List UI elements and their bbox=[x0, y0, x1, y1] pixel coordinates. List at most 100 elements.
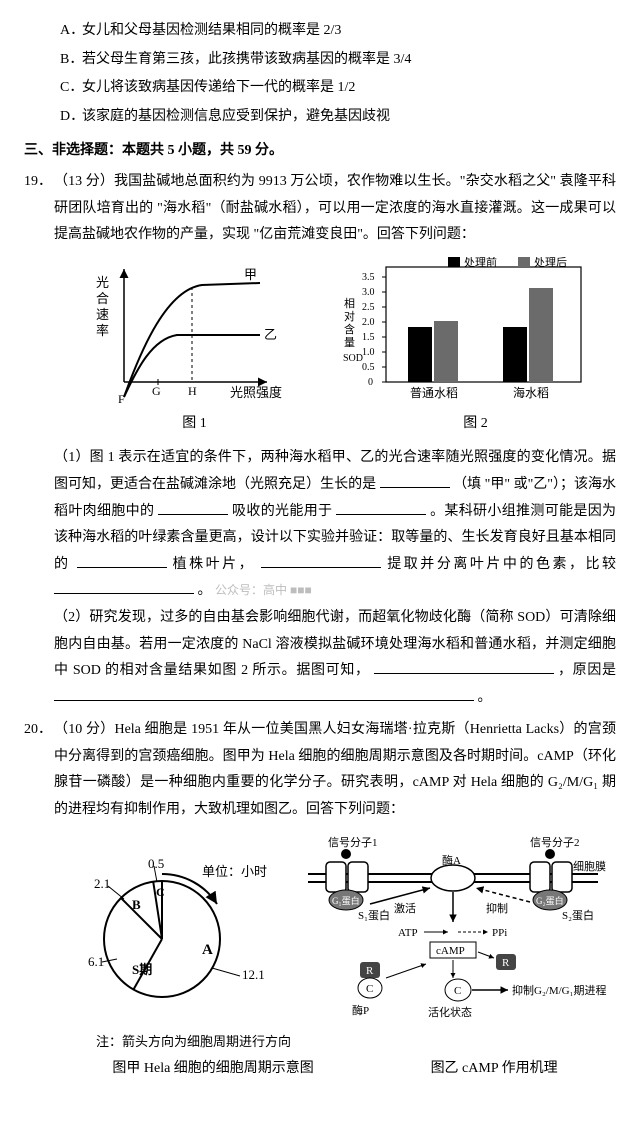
blank[interactable] bbox=[54, 685, 474, 700]
svg-text:0: 0 bbox=[368, 377, 373, 388]
svg-text:抑制: 抑制 bbox=[486, 901, 508, 915]
svg-text:对: 对 bbox=[344, 309, 355, 323]
svg-text:细胞膜: 细胞膜 bbox=[573, 860, 606, 873]
q19-p1f: 提取并分离叶片中的色素，比较 bbox=[387, 557, 616, 572]
svg-text:C: C bbox=[156, 885, 165, 899]
svg-text:G₂蛋白: G₂蛋白 bbox=[536, 895, 564, 906]
option-letter: A． bbox=[60, 18, 82, 45]
q19-p1e: 植株叶片， bbox=[173, 557, 256, 572]
q19-intro: （13 分）我国盐碱地总面积约为 9913 万公顷，农作物难以生长。"杂交水稻之… bbox=[54, 174, 616, 242]
blank[interactable] bbox=[261, 552, 381, 567]
option-letter: D． bbox=[60, 104, 82, 131]
svg-text:信号分子2: 信号分子2 bbox=[530, 836, 580, 849]
section-heading: 三、非选择题：本题共 5 小题，共 59 分。 bbox=[24, 138, 616, 165]
group-1: 普通水稻 bbox=[410, 386, 458, 400]
fig1-caption: 图 1 bbox=[182, 411, 207, 438]
figure-yi-mechanism: 细胞膜 信号分子1 信号分子2 酶A G₁蛋白 S₁蛋白 G₂蛋白 bbox=[298, 834, 608, 1024]
q20-intro: （10 分）Hela 细胞是 1951 年从一位美国黑人妇女海瑞塔·拉克斯（He… bbox=[54, 722, 616, 817]
svg-text:2.5: 2.5 bbox=[362, 302, 375, 313]
svg-text:相: 相 bbox=[344, 297, 355, 310]
svg-text:ATP: ATP bbox=[398, 927, 418, 939]
figure-jia-pie: A 12.1 S期 6.1 B 2.1 C 0.5 单位：小时 bbox=[62, 844, 282, 1014]
svg-text:1.5: 1.5 bbox=[362, 332, 375, 343]
y-label: 光 bbox=[96, 275, 109, 290]
q19-p2b: ，原因是 bbox=[558, 663, 616, 678]
svg-text:G₁蛋白: G₁蛋白 bbox=[332, 895, 360, 906]
figure-1-chart: 光 合 速 率 光照强度 甲 乙 F G H bbox=[82, 257, 282, 407]
svg-text:含: 含 bbox=[344, 322, 355, 336]
option-a: A． 女儿和父母基因检测结果相同的概率是 2/3 bbox=[60, 18, 616, 45]
series-jia: 甲 bbox=[244, 267, 257, 282]
svg-text:量: 量 bbox=[344, 336, 355, 349]
option-letter: C． bbox=[60, 75, 82, 102]
question-19: 19． （13 分）我国盐碱地总面积约为 9913 万公顷，农作物难以生长。"杂… bbox=[24, 169, 616, 711]
svg-text:信号分子1: 信号分子1 bbox=[328, 836, 378, 849]
svg-text:cAMP: cAMP bbox=[436, 945, 465, 957]
q19-p2c: 。 bbox=[478, 690, 492, 705]
fig2-caption: 图 2 bbox=[463, 411, 488, 438]
svg-text:C: C bbox=[366, 983, 373, 995]
option-letter: B． bbox=[60, 47, 82, 74]
option-b: B． 若父母生育第三孩，此孩携带该致病基因的概率是 3/4 bbox=[60, 47, 616, 74]
blank[interactable] bbox=[374, 659, 554, 674]
q19-p1c: 吸收的光能用于 bbox=[232, 504, 332, 519]
svg-text:酶A: 酶A bbox=[442, 854, 461, 867]
legend-after: 处理后 bbox=[534, 257, 567, 269]
question-number: 20． bbox=[24, 717, 54, 1091]
question-number: 19． bbox=[24, 169, 54, 711]
svg-text:活化状态: 活化状态 bbox=[428, 1005, 472, 1019]
blank[interactable] bbox=[158, 499, 228, 514]
svg-text:S期: S期 bbox=[132, 962, 152, 977]
option-c: C． 女儿将该致病基因传递给下一代的概率是 1/2 bbox=[60, 75, 616, 102]
svg-text:合: 合 bbox=[96, 291, 109, 306]
svg-text:0.5: 0.5 bbox=[362, 362, 375, 373]
legend-before: 处理前 bbox=[464, 257, 497, 269]
option-d: D． 该家庭的基因检测信息应受到保护，避免基因歧视 bbox=[60, 104, 616, 131]
pie-unit: 单位：小时 bbox=[202, 864, 267, 879]
svg-text:速: 速 bbox=[96, 307, 109, 322]
svg-text:R: R bbox=[502, 957, 510, 969]
svg-text:激活: 激活 bbox=[394, 901, 416, 915]
x-label: 光照强度 bbox=[230, 385, 282, 400]
figure-row-2: A 12.1 S期 6.1 B 2.1 C 0.5 单位：小时 bbox=[54, 834, 616, 1024]
figyi-caption: 图乙 cAMP 作用机理 bbox=[431, 1056, 558, 1083]
svg-text:A: A bbox=[202, 942, 213, 958]
point-g: G bbox=[152, 384, 161, 398]
question-20: 20． （10 分）Hela 细胞是 1951 年从一位美国黑人妇女海瑞塔·拉克… bbox=[24, 717, 616, 1091]
blank[interactable] bbox=[77, 552, 167, 567]
blank[interactable] bbox=[54, 579, 194, 594]
group-2: 海水稻 bbox=[513, 385, 549, 400]
svg-text:B: B bbox=[132, 897, 141, 912]
svg-text:酶P: 酶P bbox=[352, 1004, 369, 1017]
svg-text:PPi: PPi bbox=[492, 927, 507, 939]
svg-text:2.1: 2.1 bbox=[94, 876, 110, 891]
svg-text:SOD: SOD bbox=[343, 353, 363, 364]
option-text: 该家庭的基因检测信息应受到保护，避免基因歧视 bbox=[82, 104, 390, 131]
point-h: H bbox=[188, 384, 197, 398]
figure-note: 注：箭头方向为细胞周期进行方向 bbox=[96, 1030, 616, 1055]
svg-text:C: C bbox=[454, 985, 461, 997]
caption-row-2: 图甲 Hela 细胞的细胞周期示意图 图乙 cAMP 作用机理 bbox=[54, 1056, 616, 1083]
blank[interactable] bbox=[336, 499, 426, 514]
svg-text:R: R bbox=[366, 965, 374, 977]
svg-text:1.0: 1.0 bbox=[362, 347, 375, 358]
svg-text:6.1: 6.1 bbox=[88, 954, 104, 969]
svg-text:3.0: 3.0 bbox=[362, 287, 375, 298]
figure-row: 光 合 速 率 光照强度 甲 乙 F G H bbox=[54, 257, 616, 407]
blank[interactable] bbox=[380, 473, 450, 488]
svg-text:率: 率 bbox=[96, 323, 109, 338]
svg-text:0.5: 0.5 bbox=[148, 856, 164, 871]
point-f: F bbox=[118, 392, 125, 406]
svg-text:S₂蛋白: S₂蛋白 bbox=[562, 908, 594, 922]
svg-text:3.5: 3.5 bbox=[362, 272, 375, 283]
watermark: 公众号：高中 ■■■ bbox=[215, 583, 312, 597]
caption-row: 图 1 图 2 bbox=[54, 411, 616, 438]
svg-text:2.0: 2.0 bbox=[362, 317, 375, 328]
figjia-caption: 图甲 Hela 细胞的细胞周期示意图 bbox=[112, 1056, 313, 1083]
option-text: 若父母生育第三孩，此孩携带该致病基因的概率是 3/4 bbox=[82, 47, 411, 74]
series-yi: 乙 bbox=[264, 327, 277, 342]
option-text: 女儿和父母基因检测结果相同的概率是 2/3 bbox=[82, 18, 341, 45]
figure-2-chart: 0 0.5 1.0 1.5 2.0 2.5 3.0 3.5 bbox=[338, 257, 588, 407]
svg-text:抑制G₂/M/G₁期进程: 抑制G₂/M/G₁期进程 bbox=[512, 983, 606, 997]
q19-p1g: 。 bbox=[198, 583, 212, 598]
